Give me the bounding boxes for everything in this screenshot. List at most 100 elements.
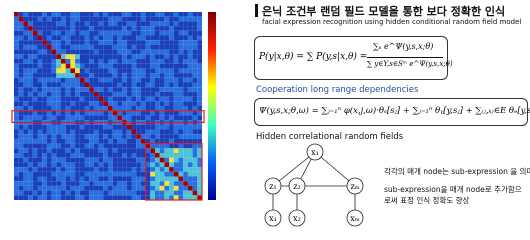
heatmap-cell xyxy=(192,87,198,92)
heatmap-cell xyxy=(37,106,43,111)
heatmap-cell xyxy=(159,73,165,78)
heatmap-cell xyxy=(178,195,184,200)
heatmap-cell xyxy=(32,21,38,27)
heatmap-cell xyxy=(169,134,174,139)
heatmap-cell xyxy=(140,157,146,163)
heatmap-cell xyxy=(51,124,57,130)
heatmap-cell xyxy=(131,185,137,191)
heatmap-cell xyxy=(28,87,33,92)
heatmap-cell xyxy=(14,153,19,158)
heatmap-cell xyxy=(70,134,76,139)
heatmap-cell xyxy=(183,157,188,163)
heatmap-cell xyxy=(131,195,137,200)
node xyxy=(306,143,324,161)
heatmap-cell xyxy=(155,63,160,69)
heatmap-cell xyxy=(18,134,24,139)
heatmap-cell xyxy=(14,110,19,116)
heatmap-cell xyxy=(46,115,52,121)
heatmap-cell xyxy=(112,30,118,36)
heatmap-cell xyxy=(18,176,24,182)
heatmap-cell xyxy=(169,181,174,186)
heatmap-cell xyxy=(140,176,146,182)
heatmap-cell xyxy=(98,96,104,102)
heatmap-cell xyxy=(79,12,85,17)
heatmap-cell xyxy=(103,181,108,186)
heatmap-cell xyxy=(187,115,193,121)
heatmap-cell xyxy=(136,181,141,186)
heatmap-cell xyxy=(150,195,155,200)
heatmap-cell xyxy=(56,148,61,153)
heatmap-cell xyxy=(65,12,71,17)
heatmap-cell xyxy=(23,44,29,50)
heatmap-cell xyxy=(136,153,141,158)
heatmap-cell xyxy=(93,162,99,168)
heatmap-cell xyxy=(23,153,29,158)
heatmap-cell xyxy=(126,12,132,17)
heatmap-cell xyxy=(37,190,43,196)
heatmap-cell xyxy=(197,162,202,168)
heatmap-cell xyxy=(46,129,52,135)
heatmap-cell xyxy=(18,106,24,111)
heatmap-cell xyxy=(98,35,104,41)
heatmap-cell xyxy=(75,44,80,50)
heatmap-cell xyxy=(126,134,132,139)
heatmap-cell xyxy=(61,185,66,191)
heatmap-cell xyxy=(75,49,80,55)
heatmap-cell xyxy=(155,49,160,55)
heatmap-cell xyxy=(126,59,132,64)
heatmap-cell xyxy=(103,101,108,106)
heatmap-cell xyxy=(117,35,123,41)
heatmap-cell xyxy=(122,54,127,59)
heatmap-cell xyxy=(159,176,165,182)
heatmap-cell xyxy=(18,26,24,31)
heatmap-cell xyxy=(14,138,19,144)
heatmap-cell xyxy=(51,40,57,45)
heatmap-cell xyxy=(131,190,137,196)
heatmap-cell xyxy=(150,87,155,92)
heatmap-cell xyxy=(173,129,179,135)
heatmap-cell xyxy=(89,68,94,74)
heatmap-cell xyxy=(18,21,24,27)
heatmap-cell xyxy=(145,148,151,153)
heatmap-cell xyxy=(93,30,99,36)
heatmap-cell xyxy=(164,171,170,177)
heatmap-cell xyxy=(51,167,57,172)
heatmap-cell xyxy=(197,167,202,172)
heatmap-cell xyxy=(150,148,155,153)
node xyxy=(346,209,364,227)
heatmap-cell xyxy=(70,143,76,149)
heatmap-cell xyxy=(42,143,47,149)
heatmap-cell xyxy=(126,68,132,74)
heatmap-cell xyxy=(178,87,184,92)
heatmap-cell xyxy=(89,82,94,88)
heatmap-cell xyxy=(150,35,155,41)
heatmap-cell xyxy=(89,101,94,106)
heatmap-cell xyxy=(28,73,33,78)
heatmap-cell xyxy=(103,91,108,97)
heatmap-cell xyxy=(98,195,104,200)
heatmap-cell xyxy=(159,82,165,88)
heatmap-cell xyxy=(117,101,123,106)
heatmap-cell xyxy=(23,185,29,191)
heatmap-cell xyxy=(51,91,57,97)
heatmap-cell xyxy=(126,63,132,69)
heatmap-cell xyxy=(169,59,174,64)
heatmap-cell xyxy=(23,87,29,92)
heatmap-cell xyxy=(70,148,76,153)
heatmap-cell xyxy=(150,91,155,97)
heatmap-cell xyxy=(103,129,108,135)
heatmap-cell xyxy=(173,87,179,92)
heatmap-cell xyxy=(23,30,29,36)
heatmap-cell xyxy=(192,143,198,149)
heatmap-cell xyxy=(117,77,123,83)
heatmap-cell xyxy=(32,171,38,177)
heatmap-cell xyxy=(164,82,170,88)
heatmap-cell xyxy=(131,77,137,83)
heatmap-cell xyxy=(145,44,151,50)
heatmap-cell xyxy=(164,40,170,45)
heatmap-cell xyxy=(145,59,151,64)
heatmap-cell xyxy=(14,190,19,196)
heatmap-cell xyxy=(173,162,179,168)
heatmap-cell xyxy=(70,167,76,172)
heatmap-cell xyxy=(89,30,94,36)
